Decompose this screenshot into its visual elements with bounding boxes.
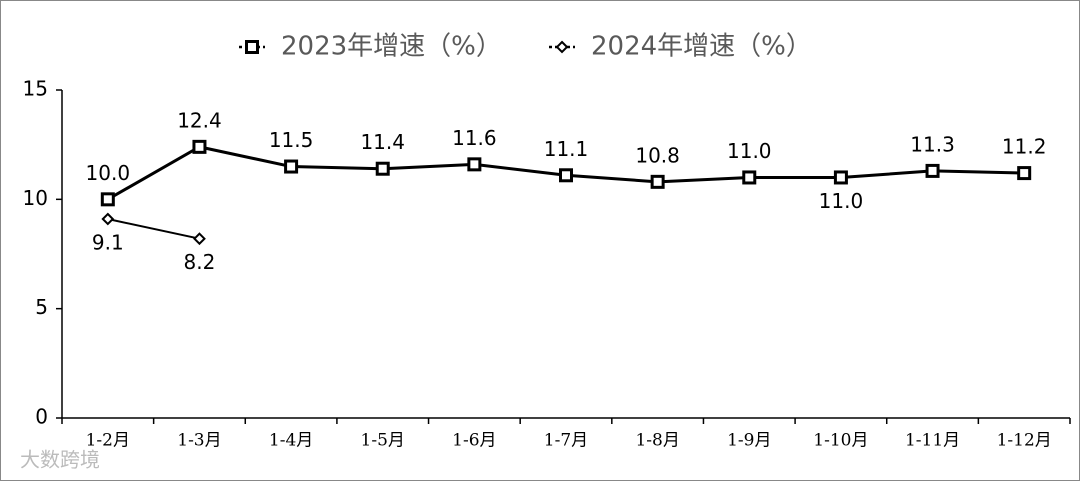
x-tick-label: 1-4月 [269,431,313,451]
value-label: 11.4 [360,130,405,154]
y-tick-label: 5 [35,295,48,319]
point [559,168,573,183]
point [192,139,207,154]
x-tick-label: 1-11月 [905,431,960,451]
value-label: 10.8 [635,143,680,167]
point [833,170,848,185]
value-label: 11.0 [727,139,772,163]
value-label: 10.0 [86,161,131,185]
value-label: 11.1 [544,137,589,161]
value-label: 11.2 [1002,135,1047,159]
value-label: 11.5 [269,128,314,152]
x-tick-label: 1-3月 [177,431,221,451]
y-tick-label: 10 [23,186,48,210]
point [193,232,206,246]
watermark: 大数跨境 [20,448,100,472]
x-tick-label: 1-12月 [997,431,1052,451]
y-tick-label: 0 [35,405,48,429]
point [284,159,299,174]
x-tick-label: 1-6月 [452,431,496,451]
x-tick-label: 1-8月 [635,431,679,451]
point [100,192,115,207]
value-label: 11.0 [819,189,864,213]
value-label: 8.2 [184,250,216,274]
value-label: 9.1 [92,231,124,255]
point [650,174,665,189]
y-tick-label: 15 [23,77,48,101]
value-label: 12.4 [177,108,222,132]
x-tick-label: 1-10月 [813,431,868,451]
x-tick-label: 1-7月 [544,431,588,451]
x-tick-label: 1-9月 [727,431,771,451]
point [375,161,390,176]
x-tick-label: 1-2月 [86,431,130,451]
point [101,212,115,226]
point [742,170,757,185]
point [467,157,482,172]
point [1017,166,1032,181]
legend-marker [245,40,259,54]
series-line [107,218,200,240]
x-tick-label: 1-5月 [361,431,405,451]
legend-label: 2023年增速（%） [281,32,502,62]
value-label: 11.3 [910,132,955,156]
legend-marker [555,40,569,54]
value-label: 11.6 [452,126,497,150]
legend-label: 2024年增速（%） [591,32,812,62]
point [925,163,940,178]
